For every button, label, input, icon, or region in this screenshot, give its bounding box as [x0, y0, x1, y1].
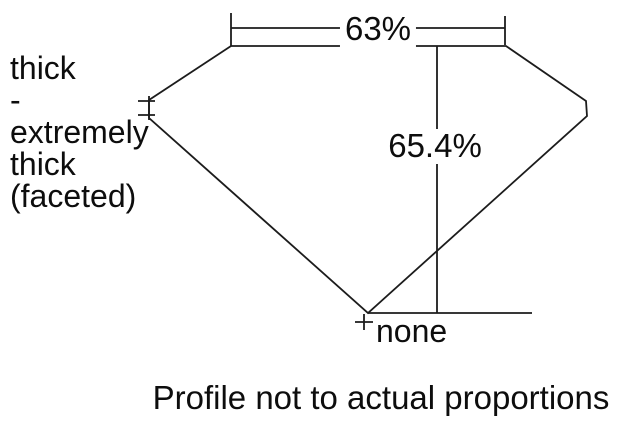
girdle-label-line-4: thick	[10, 146, 76, 182]
girdle-label-line-1: thick	[10, 50, 76, 86]
diamond-outline	[148, 45, 588, 315]
girdle-thickness-label: thick - extremely thick (faceted)	[10, 52, 149, 212]
girdle-label-line-3: extremely	[10, 114, 149, 150]
culet-size-label: none	[376, 313, 448, 349]
depth-percentage-label: 65.4%	[383, 128, 487, 164]
girdle-label-line-2: -	[10, 82, 21, 118]
girdle-label-line-5: (faceted)	[10, 178, 137, 214]
table-width-label: 63%	[339, 11, 417, 47]
caption-text: Profile not to actual proportions	[152, 379, 610, 416]
